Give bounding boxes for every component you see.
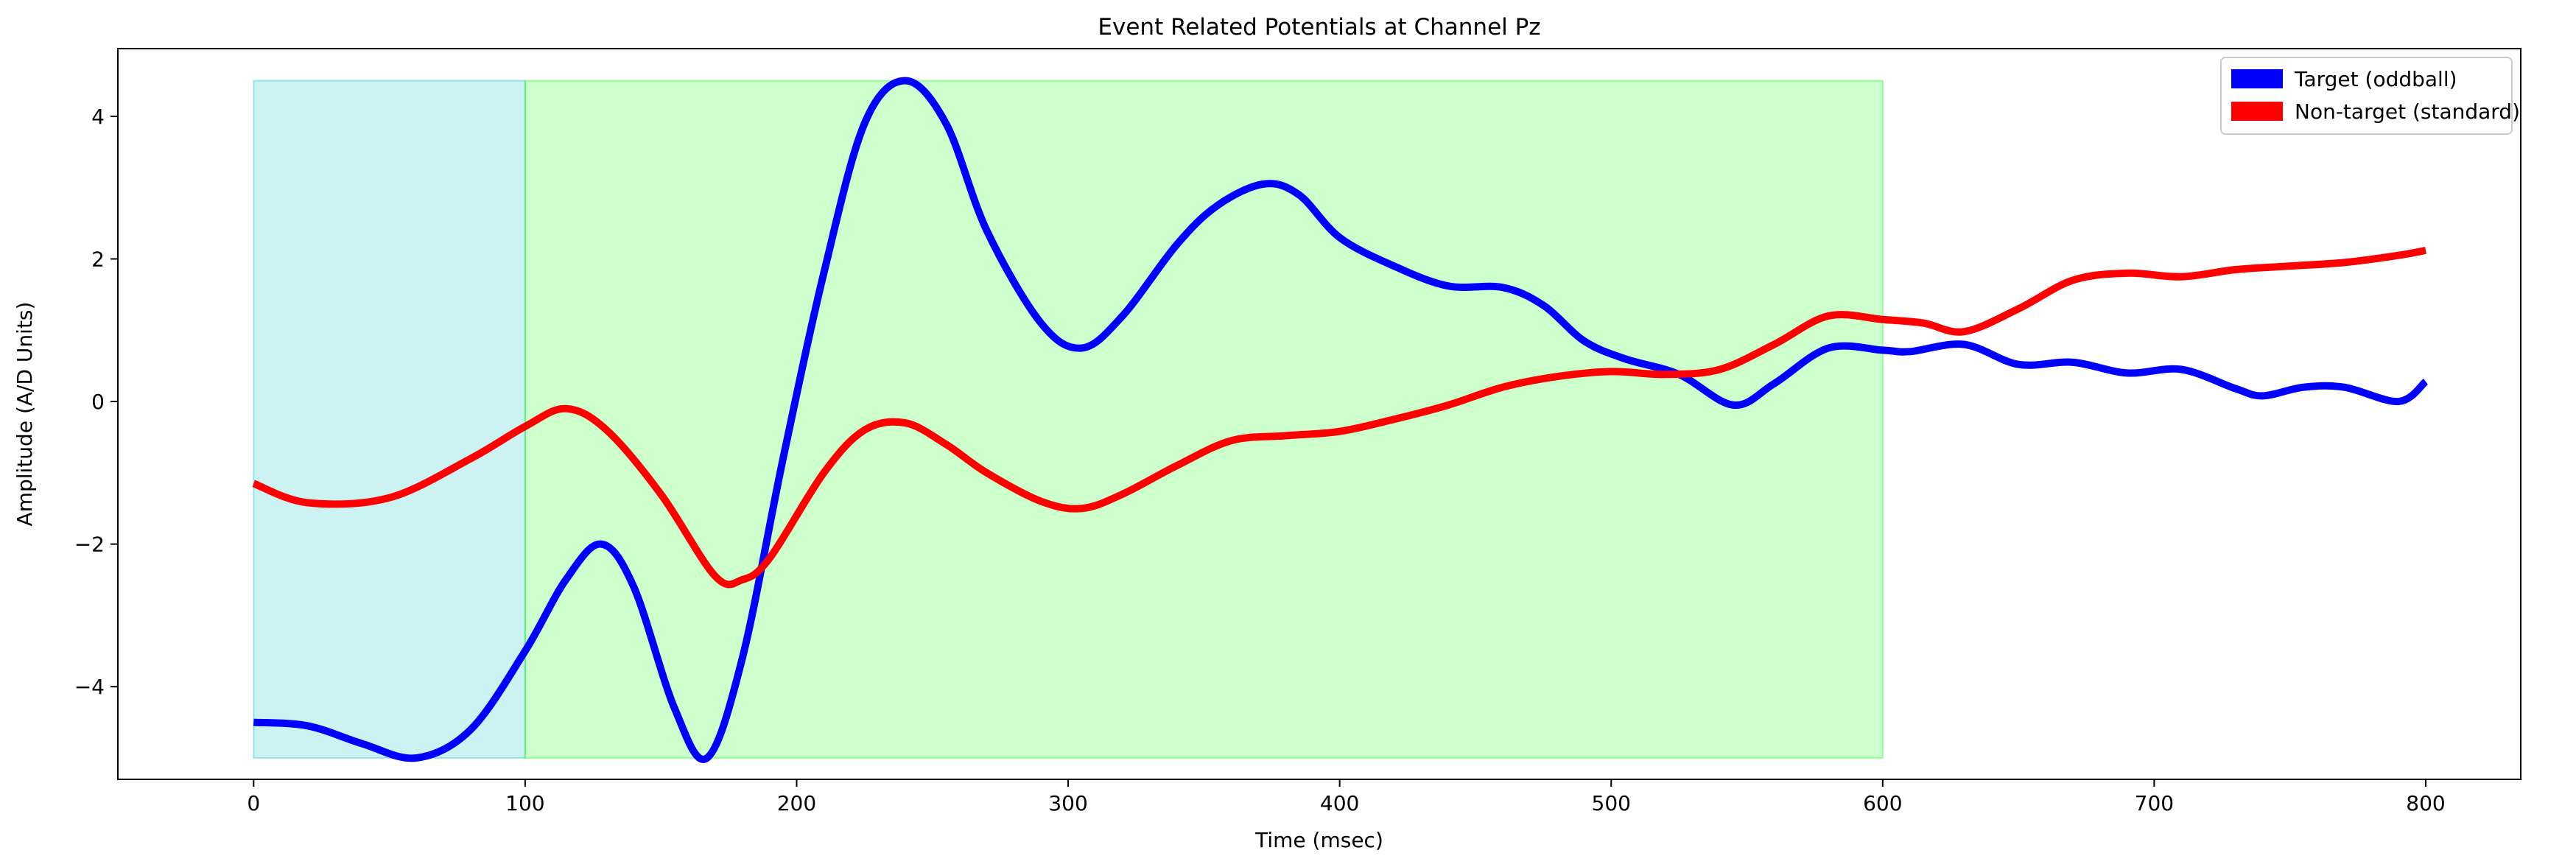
legend-label-0: Target (oddball) bbox=[2294, 67, 2457, 91]
y-tick-label: 2 bbox=[91, 248, 105, 272]
legend-swatch-0 bbox=[2231, 69, 2283, 88]
x-axis-ticks: 0 100 200 300 400 500 600 700 800 bbox=[247, 779, 2446, 815]
series-lines bbox=[252, 77, 2429, 763]
shaded-regions bbox=[253, 80, 1884, 759]
x-tick-label: 400 bbox=[1320, 791, 1359, 815]
legend-box bbox=[2220, 57, 2513, 135]
x-tick-label: 700 bbox=[2135, 791, 2174, 815]
legend-label-1: Non-target (standard) bbox=[2295, 99, 2520, 124]
plot-frame bbox=[117, 48, 2521, 780]
x-tick-label: 300 bbox=[1048, 791, 1087, 815]
y-tick-label: 4 bbox=[91, 105, 105, 129]
series-line-0 bbox=[253, 77, 2429, 763]
y-axis-label: Amplitude (A/D Units) bbox=[13, 302, 37, 527]
y-tick-label: −2 bbox=[74, 533, 105, 557]
y-tick-label: 0 bbox=[91, 390, 105, 414]
legend: Target (oddball) Non-target (standard) bbox=[2220, 57, 2520, 135]
series-line-1 bbox=[252, 246, 2426, 589]
x-tick-label: 100 bbox=[505, 791, 544, 815]
x-tick-label: 200 bbox=[777, 791, 816, 815]
x-tick-label: 500 bbox=[1592, 791, 1631, 815]
y-tick-label: −4 bbox=[74, 675, 105, 699]
legend-swatch-1 bbox=[2231, 102, 2283, 121]
shaded-region-1 bbox=[524, 80, 1884, 759]
x-axis-label: Time (msec) bbox=[1254, 828, 1383, 852]
x-tick-label: 0 bbox=[247, 791, 260, 815]
y-axis-ticks: −4 −2 0 2 4 bbox=[74, 105, 118, 699]
chart-title: Event Related Potentials at Channel Pz bbox=[1098, 14, 1540, 41]
x-tick-label: 600 bbox=[1863, 791, 1902, 815]
x-tick-label: 800 bbox=[2406, 791, 2445, 815]
shaded-region-0 bbox=[253, 80, 526, 759]
